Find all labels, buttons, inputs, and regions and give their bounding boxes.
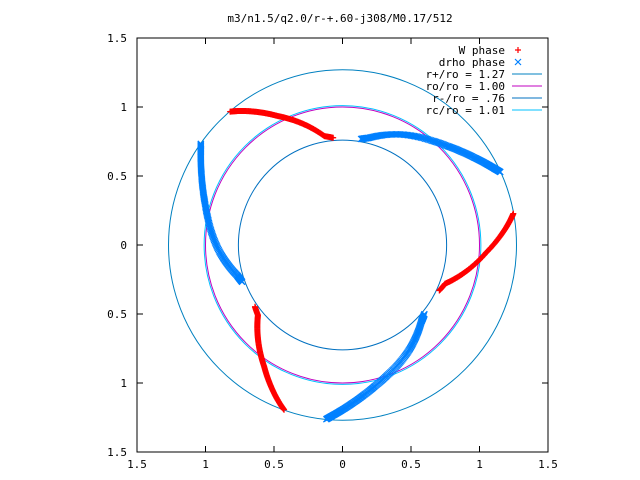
circle-rc-ro-1-01 bbox=[203, 105, 482, 385]
y-tick-label: 0 bbox=[120, 239, 127, 252]
circle-r-ro-1-27 bbox=[168, 69, 517, 421]
x-tick-label: 1.5 bbox=[538, 458, 558, 471]
data-point bbox=[227, 108, 234, 115]
x-tick-label: 0.5 bbox=[264, 458, 284, 471]
y-tick-label: 1.5 bbox=[107, 446, 127, 459]
y-tick-label: 1.5 bbox=[107, 32, 127, 45]
series-drho-phase bbox=[197, 130, 504, 423]
x-tick-label: 0.5 bbox=[401, 458, 421, 471]
legend-label-r-ro-76: r-/ro = .76 bbox=[432, 92, 505, 105]
data-point bbox=[281, 406, 288, 413]
legend-label-ro-ro-1-00: ro/ro = 1.00 bbox=[426, 80, 505, 93]
x-tick-label: 0 bbox=[339, 458, 346, 471]
data-point bbox=[322, 415, 330, 423]
y-axis-ticks: 1.5 1 0.5 0 0.5 1 1.5 bbox=[107, 32, 548, 459]
y-tick-label: 1 bbox=[120, 377, 127, 390]
legend-marker-drho-phase bbox=[514, 58, 522, 66]
data-points bbox=[197, 107, 517, 423]
legend-label-r-ro-1-27: r+/ro = 1.27 bbox=[426, 68, 505, 81]
data-point bbox=[197, 140, 205, 148]
circle-r-ro-76 bbox=[237, 139, 448, 351]
data-point bbox=[510, 210, 517, 217]
legend-label-drho-phase: drho phase bbox=[439, 56, 505, 69]
x-axis-ticks: 1.5 1 0.5 0 0.5 1 1.5 bbox=[127, 38, 558, 471]
circle-ro-ro-1-00 bbox=[205, 106, 480, 384]
legend-label-rc-ro-1-01: rc/ro = 1.01 bbox=[426, 104, 505, 117]
y-tick-label: 0.5 bbox=[107, 170, 127, 183]
x-tick-label: 1 bbox=[476, 458, 483, 471]
x-tick-label: 1.5 bbox=[127, 458, 147, 471]
y-tick-label: 0.5 bbox=[107, 308, 127, 321]
chart-title: m3/n1.5/q2.0/r-+.60-j308/M0.17/512 bbox=[227, 12, 452, 25]
legend-label-w-phase: W phase bbox=[459, 44, 505, 57]
reference-circles bbox=[168, 69, 517, 421]
data-point bbox=[496, 168, 504, 176]
series-w-phase bbox=[227, 107, 517, 413]
y-tick-label: 1 bbox=[120, 101, 127, 114]
x-tick-label: 1 bbox=[202, 458, 209, 471]
legend-marker-w-phase bbox=[515, 47, 521, 53]
